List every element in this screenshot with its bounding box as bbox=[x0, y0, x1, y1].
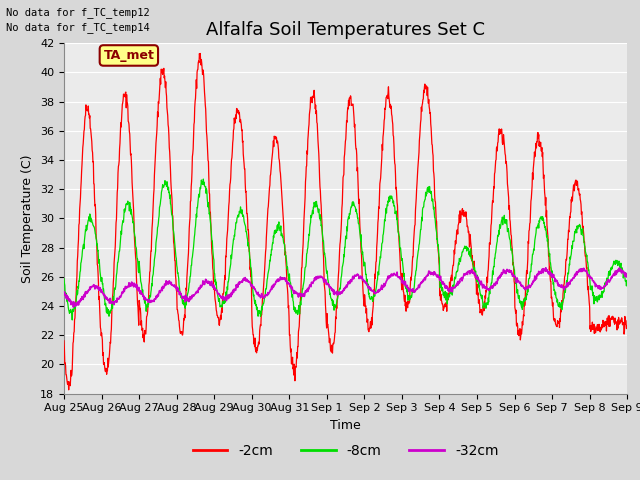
Y-axis label: Soil Temperature (C): Soil Temperature (C) bbox=[22, 154, 35, 283]
Text: TA_met: TA_met bbox=[104, 49, 154, 62]
Legend: -2cm, -8cm, -32cm: -2cm, -8cm, -32cm bbox=[187, 439, 504, 464]
X-axis label: Time: Time bbox=[330, 419, 361, 432]
Text: No data for f_TC_temp12: No data for f_TC_temp12 bbox=[6, 7, 150, 18]
Text: No data for f_TC_temp14: No data for f_TC_temp14 bbox=[6, 22, 150, 33]
Title: Alfalfa Soil Temperatures Set C: Alfalfa Soil Temperatures Set C bbox=[206, 21, 485, 39]
